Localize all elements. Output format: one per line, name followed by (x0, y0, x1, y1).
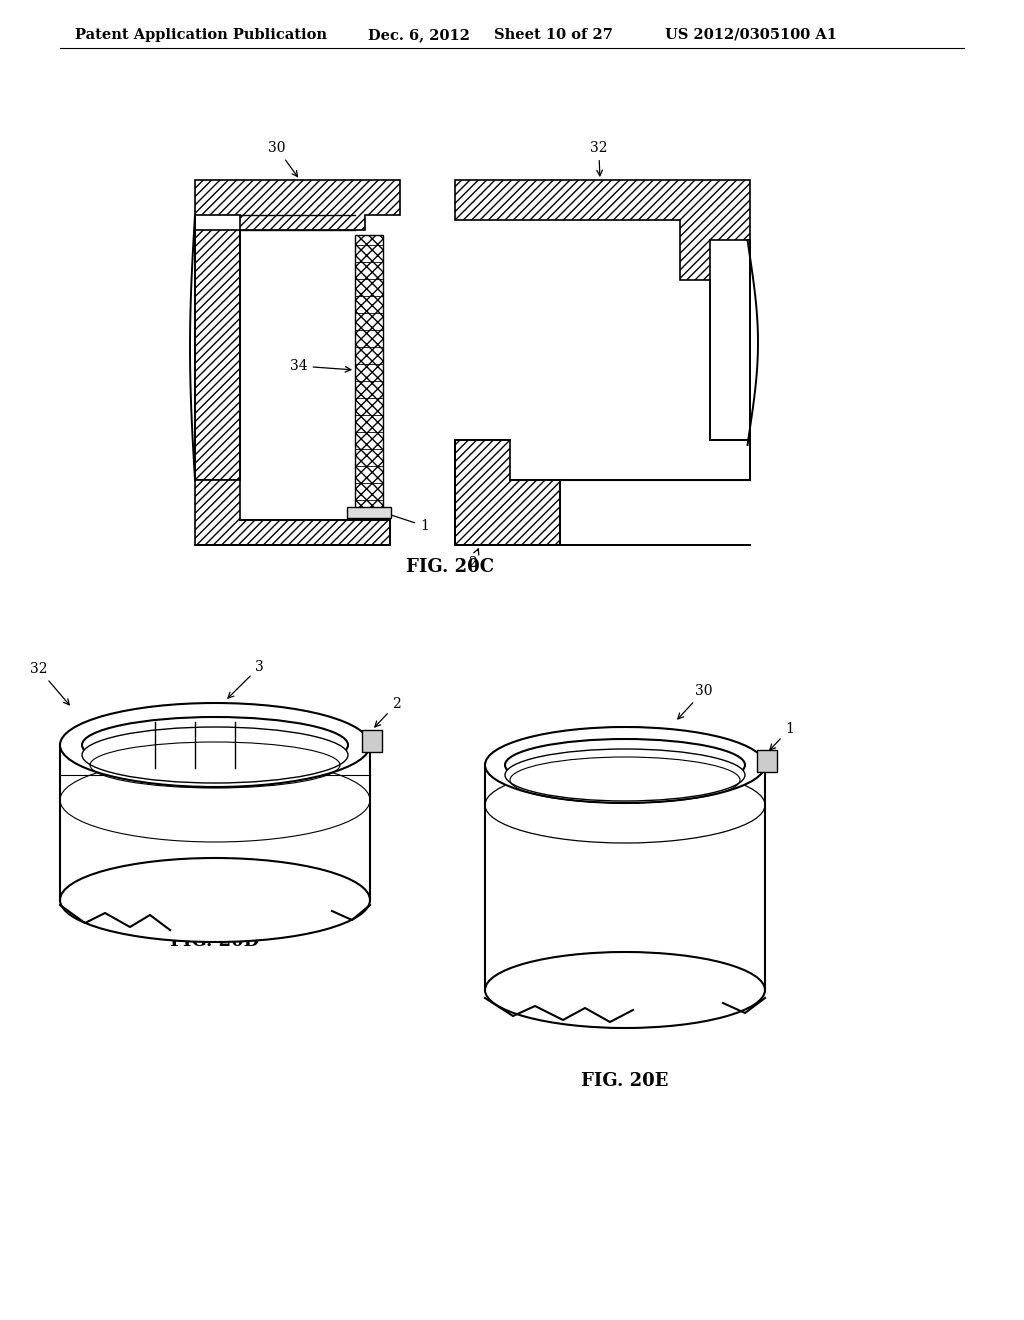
Text: Sheet 10 of 27: Sheet 10 of 27 (494, 28, 613, 42)
Ellipse shape (82, 727, 348, 783)
Text: US 2012/0305100 A1: US 2012/0305100 A1 (665, 28, 837, 42)
Polygon shape (195, 480, 390, 545)
Polygon shape (757, 750, 777, 772)
Ellipse shape (485, 952, 765, 1028)
Polygon shape (455, 440, 560, 545)
Ellipse shape (505, 739, 745, 791)
Text: Patent Application Publication: Patent Application Publication (75, 28, 327, 42)
Text: 3: 3 (228, 660, 264, 698)
Ellipse shape (485, 727, 765, 803)
Ellipse shape (505, 748, 745, 801)
Text: FIG. 20E: FIG. 20E (582, 1072, 669, 1090)
Text: 32: 32 (30, 663, 70, 705)
Polygon shape (355, 235, 383, 510)
Text: 1: 1 (390, 515, 429, 533)
Text: 2: 2 (468, 549, 479, 570)
Polygon shape (195, 180, 400, 230)
Text: 30: 30 (678, 684, 713, 719)
Text: FIG. 20D: FIG. 20D (170, 932, 260, 950)
Polygon shape (347, 507, 391, 517)
Ellipse shape (60, 858, 370, 942)
Text: 34: 34 (290, 359, 351, 374)
Text: 30: 30 (268, 141, 298, 177)
Text: 1: 1 (770, 722, 794, 750)
Text: FIG. 20C: FIG. 20C (406, 558, 494, 576)
Text: 2: 2 (375, 697, 400, 727)
Bar (195, 230, 240, 480)
Ellipse shape (60, 704, 370, 787)
Polygon shape (455, 180, 750, 280)
Text: 32: 32 (590, 141, 607, 176)
Text: Dec. 6, 2012: Dec. 6, 2012 (368, 28, 470, 42)
Polygon shape (362, 730, 382, 752)
Ellipse shape (82, 717, 348, 774)
